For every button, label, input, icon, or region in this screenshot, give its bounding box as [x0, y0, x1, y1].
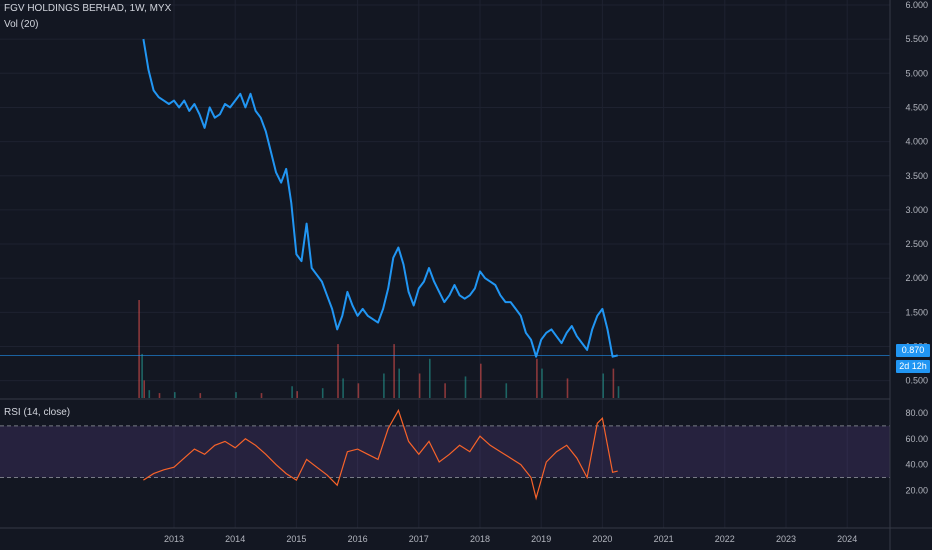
price-tick-label: 5.000	[905, 68, 928, 78]
volume-bar	[444, 383, 446, 398]
rsi-tick-label: 60.00	[905, 434, 928, 444]
volume-bar	[602, 373, 604, 398]
volume-bar	[148, 390, 151, 398]
price-tick-label: 4.000	[905, 137, 928, 147]
rsi-band	[0, 425, 890, 478]
volume-bar	[429, 358, 431, 398]
price-tick-label: 0.500	[905, 376, 928, 386]
rsi-tick-label: 80.00	[905, 408, 928, 418]
volume-bar	[393, 344, 395, 398]
time-tick-label: 2018	[470, 534, 490, 544]
price-tick-label: 3.000	[905, 205, 928, 215]
symbol-title[interactable]: FGV HOLDINGS BERHAD, 1W, MYX	[4, 3, 172, 14]
volume-bar	[158, 393, 161, 398]
volume-bar	[536, 358, 538, 398]
volume-bar	[398, 368, 400, 398]
volume-bar	[337, 344, 339, 398]
volume-bar	[199, 393, 202, 398]
time-tick-label: 2019	[531, 534, 551, 544]
volume-bar	[505, 383, 508, 398]
time-tick-label: 2024	[837, 534, 857, 544]
time-tick-label: 2014	[225, 534, 245, 544]
rsi-tick-label: 40.00	[905, 460, 928, 470]
time-tick-label: 2023	[776, 534, 796, 544]
volume-bar	[480, 363, 482, 398]
volume-bar	[566, 378, 569, 398]
volume-bar	[260, 393, 263, 398]
volume-bar	[321, 388, 324, 398]
volume-bar	[357, 383, 360, 398]
price-tick-label: 4.500	[905, 102, 928, 112]
price-tick-label: 2.000	[905, 273, 928, 283]
volume-bar	[235, 392, 237, 398]
volume-bar	[291, 386, 293, 398]
time-tick-label: 2022	[715, 534, 735, 544]
rsi-legend[interactable]: RSI (14, close)	[4, 407, 71, 418]
rsi-line	[143, 408, 618, 501]
price-tick-label: 3.500	[905, 171, 928, 181]
volume-bar	[612, 368, 615, 398]
time-tick-label: 2017	[409, 534, 429, 544]
time-tick-label: 2021	[654, 534, 674, 544]
price-line	[142, 38, 618, 358]
time-tick-label: 2015	[286, 534, 306, 544]
time-tick-label: 2016	[348, 534, 368, 544]
volume-legend[interactable]: Vol (20)	[4, 19, 39, 30]
volume-bar	[464, 376, 467, 398]
time-tick-label: 2013	[164, 534, 184, 544]
countdown-tag: 2d 12h	[896, 360, 930, 373]
volume-bar	[418, 373, 421, 398]
volume-bar	[342, 378, 344, 398]
volume-bar	[138, 300, 140, 398]
price-tick-label: 5.500	[905, 34, 928, 44]
price-tick-label: 6.000	[905, 0, 928, 10]
last-price-tag: 0.870	[896, 344, 930, 357]
volume-bar	[383, 373, 385, 398]
rsi-tick-label: 20.00	[905, 485, 928, 495]
time-tick-label: 2020	[592, 534, 612, 544]
volume-bar	[174, 392, 176, 398]
price-tick-label: 1.500	[905, 307, 928, 317]
volume-bar	[296, 391, 298, 398]
volume-bar	[541, 368, 543, 398]
price-tick-label: 2.500	[905, 239, 928, 249]
volume-bar	[141, 353, 143, 398]
volume-bar	[143, 380, 145, 398]
volume-bar	[617, 386, 620, 398]
